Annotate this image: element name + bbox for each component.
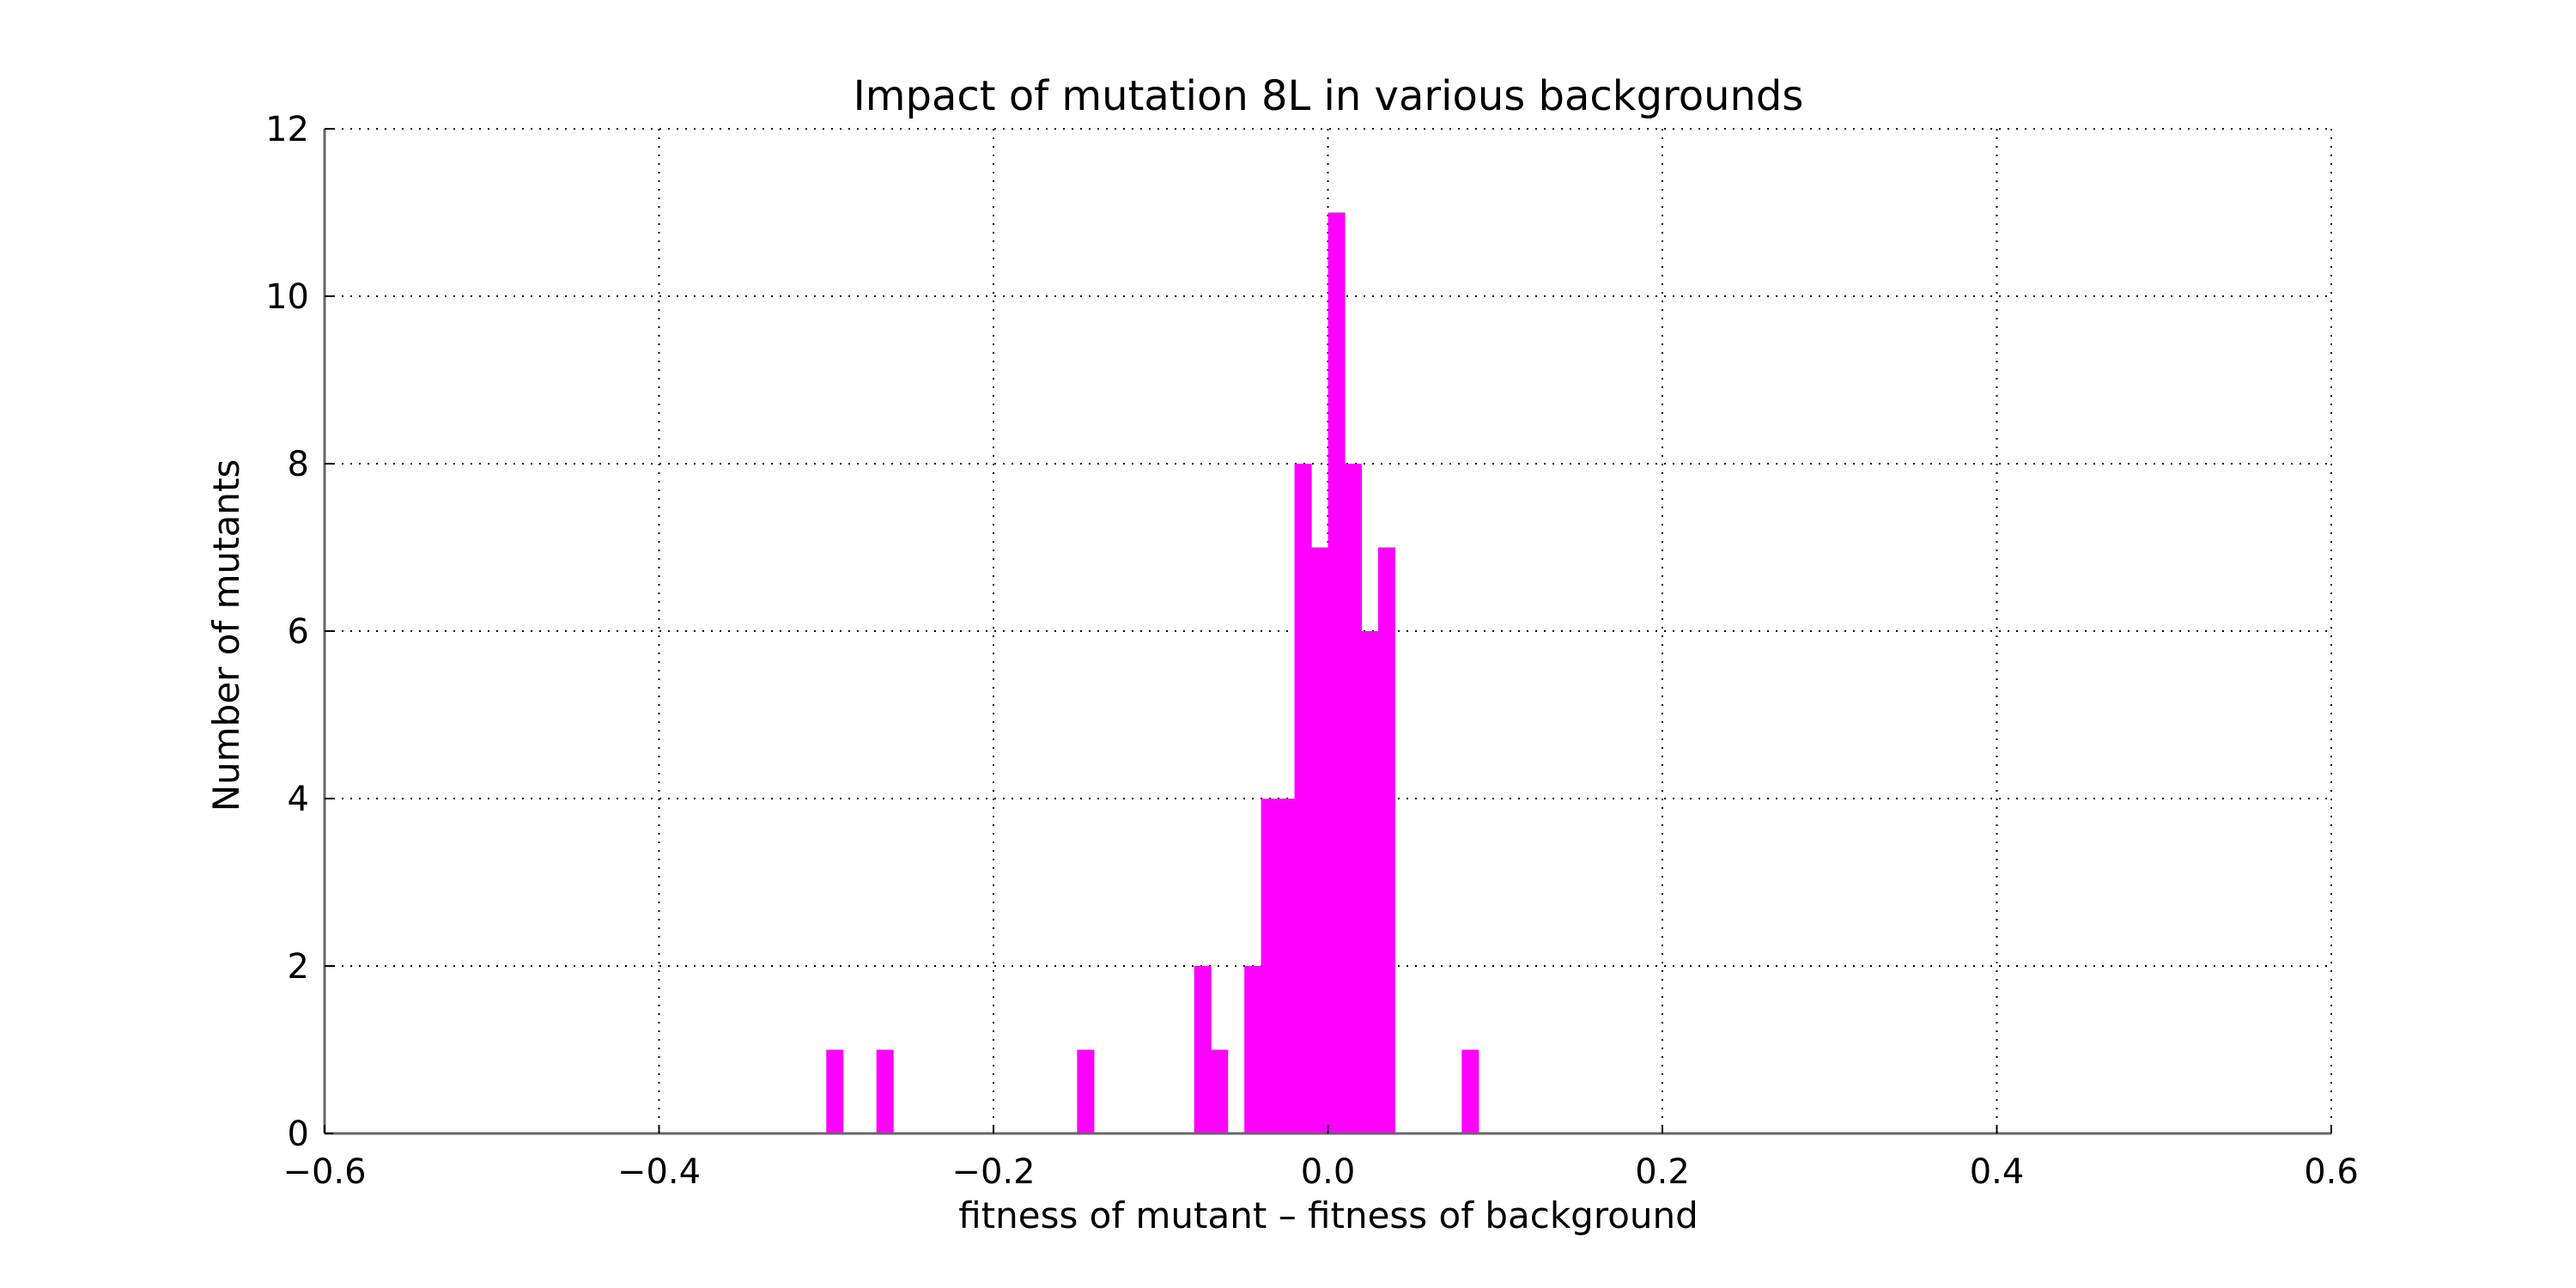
y-axis-label: Number of mutants (205, 459, 247, 812)
y-axis-ticks: 0 2 4 6 8 10 12 (265, 110, 333, 1154)
x-tick-label: 0.4 (1970, 1152, 2025, 1192)
x-tick-label: −0.2 (951, 1152, 1035, 1192)
histogram-bar (1077, 1049, 1095, 1133)
histogram-bars (826, 212, 1479, 1133)
x-tick-label: 0.0 (1301, 1152, 1356, 1192)
x-axis-ticks: −0.6 −0.4 −0.2 0.0 0.2 0.4 0.6 (283, 1125, 2359, 1192)
histogram-bar (1211, 1049, 1229, 1133)
histogram-bar (1361, 631, 1379, 1133)
histogram-bar (1244, 966, 1262, 1133)
y-tick-label: 10 (265, 277, 309, 317)
x-axis-label: fitness of mutant – fitness of backgroun… (958, 1194, 1698, 1236)
y-tick-label: 0 (288, 1115, 309, 1154)
histogram-bar (1377, 547, 1395, 1133)
chart-title: Impact of mutation 8L in various backgro… (854, 72, 1804, 120)
x-tick-label: −0.4 (617, 1152, 701, 1192)
y-tick-label: 4 (288, 780, 309, 819)
x-tick-label: −0.6 (283, 1152, 366, 1192)
x-tick-label: 0.2 (1635, 1152, 1690, 1192)
y-tick-label: 12 (265, 110, 309, 149)
histogram-bar (1311, 547, 1329, 1133)
y-tick-label: 2 (288, 947, 309, 987)
histogram-bar (876, 1049, 894, 1133)
x-tick-label: 0.6 (2304, 1152, 2359, 1192)
histogram-bar (1194, 966, 1212, 1133)
histogram-bar (826, 1049, 844, 1133)
histogram-bar (1278, 799, 1296, 1133)
y-tick-label: 6 (288, 612, 309, 652)
histogram-bar (1294, 464, 1312, 1133)
histogram-bar (1261, 799, 1279, 1133)
y-tick-label: 8 (288, 445, 309, 484)
histogram-bar (1461, 1049, 1479, 1133)
histogram-bar (1327, 212, 1346, 1133)
histogram-bar (1344, 464, 1363, 1133)
